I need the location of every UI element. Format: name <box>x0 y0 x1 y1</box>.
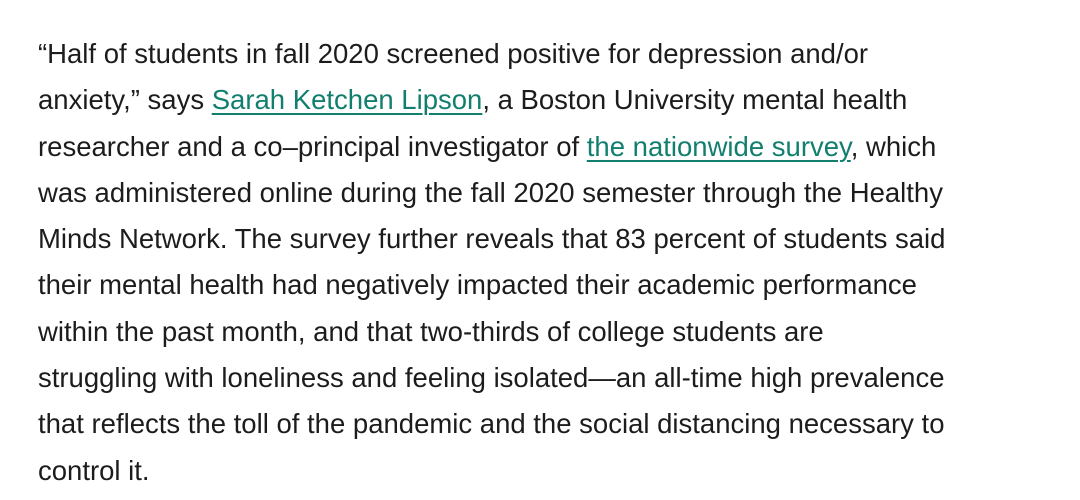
survey-link[interactable]: the nationwide survey <box>586 130 851 162</box>
paragraph-line-4: was administered online during the fall … <box>38 176 943 208</box>
paragraph-text: anxiety,” says <box>38 84 212 116</box>
article-paragraph: “Half of students in fall 2020 screened … <box>38 31 1058 494</box>
paragraph-line-9: that reflects the toll of the pandemic a… <box>38 408 945 440</box>
paragraph-text: researcher and a co–principal investigat… <box>38 130 587 162</box>
paragraph-line-3: researcher and a co–principal investigat… <box>38 124 1058 170</box>
paragraph-text: , which <box>850 130 937 162</box>
person-link-sarah-ketchen-lipson[interactable]: Sarah Ketchen Lipson <box>211 84 483 116</box>
paragraph-line-5: Minds Network. The survey further reveal… <box>38 223 946 255</box>
paragraph-line-1: “Half of students in fall 2020 screened … <box>38 38 869 69</box>
paragraph-line-6: their mental health had negatively impac… <box>38 269 917 301</box>
paragraph-text: , a Boston University mental health <box>482 84 908 116</box>
paragraph-line-10: control it. <box>38 454 150 486</box>
paragraph-line-2: anxiety,” says Sarah Ketchen Lipson, a B… <box>38 77 1058 123</box>
paragraph-line-7: within the past month, and that two-thir… <box>38 315 824 347</box>
paragraph-line-8: struggling with loneliness and feeling i… <box>38 362 945 394</box>
